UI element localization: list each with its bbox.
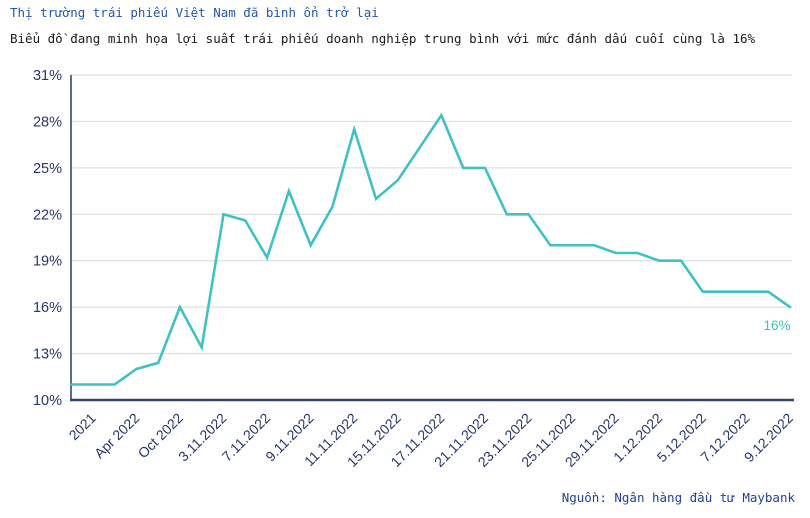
y-tick-label: 19% (33, 254, 62, 270)
chart-subtitle: Biểu đồ đang minh họa lợi suất trái phiế… (10, 31, 756, 46)
y-tick-label: 13% (33, 347, 62, 363)
y-tick-label: 10% (33, 393, 62, 409)
yield-line (69, 112, 792, 386)
last-value-annotation: 16% (763, 318, 790, 333)
y-tick-label: 28% (33, 114, 62, 130)
source-credit: Nguồn: Ngân hàng đầu tư Maybank (561, 490, 795, 505)
y-tick-label: 25% (33, 161, 62, 177)
x-tick-label: 2021 (66, 410, 99, 443)
y-tick-label: 22% (33, 207, 62, 223)
page-title: Thị trường trái phiếu Việt Nam đã bình ổ… (10, 5, 379, 20)
y-tick-label: 16% (33, 300, 62, 316)
x-tick-label: Apr 2022 (91, 410, 143, 462)
y-tick-label: 31% (33, 68, 62, 84)
